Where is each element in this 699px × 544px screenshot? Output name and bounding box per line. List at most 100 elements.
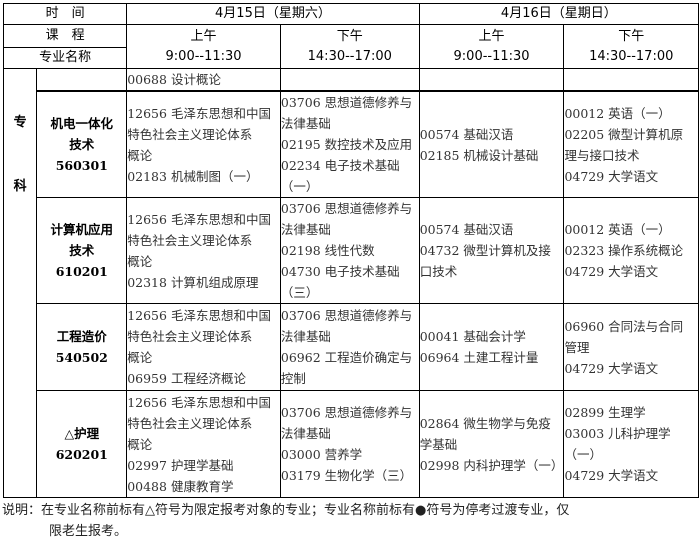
course-line: 12656 毛泽东思想和中国 bbox=[127, 105, 271, 121]
major-name: △护理 bbox=[64, 426, 100, 441]
session-time: 9:00--11:30 bbox=[453, 48, 530, 64]
course-line: 概论 bbox=[127, 253, 153, 269]
course-line: 02997 护理学基础 bbox=[127, 457, 234, 473]
major-name: 计算机应用 技术 bbox=[50, 222, 114, 258]
course-line: 02205 微型计算机原 bbox=[564, 126, 684, 142]
footnote-line1: 说明：在专业名称前标有△符号为限定报考对象的专业；专业名称前标有●符号为停考过渡… bbox=[2, 503, 570, 518]
level-cell: 专 科 bbox=[2, 68, 38, 498]
session-time: 14:30--17:00 bbox=[589, 48, 674, 64]
course-line: 06959 工程经济概论 bbox=[127, 371, 246, 386]
course-line: 06962 工程造价确定与 bbox=[280, 350, 413, 365]
course-line: 12656 毛泽东思想和中国 bbox=[127, 308, 271, 323]
course-line: 02185 机械设计基础 bbox=[419, 147, 539, 163]
major-code: 540502 bbox=[55, 350, 108, 365]
major-header: 专业名称 bbox=[2, 47, 128, 69]
course-cell bbox=[279, 68, 420, 92]
course-line: 02198 线性代数 bbox=[280, 243, 375, 258]
time-header: 时 间 bbox=[2, 3, 128, 25]
course-line: 00488 健康教育学 bbox=[127, 478, 234, 494]
course-line: 03000 营养学 bbox=[280, 447, 363, 462]
course-cell: 00574 基础汉语 04732 微型计算机及接 口技术 bbox=[418, 197, 565, 304]
course-line: 00688 设计概论 bbox=[127, 72, 221, 87]
course-line: 02998 内科护理学（一） bbox=[419, 457, 564, 473]
course-line: 02864 微生物学与免疫 bbox=[419, 415, 551, 431]
day1-header: 4月15日（星期六） bbox=[126, 3, 420, 25]
major-name: 工程造价 bbox=[56, 329, 107, 344]
course-line: 04732 微型计算机及接 bbox=[419, 243, 551, 258]
course-line: 管理 bbox=[564, 339, 590, 355]
session-name: 下午 bbox=[336, 28, 363, 44]
major-code: 560301 bbox=[55, 158, 108, 173]
major-code: 610201 bbox=[55, 264, 108, 279]
major-cell: 机电一体化 技术 560301 bbox=[36, 90, 128, 198]
course-cell: 06960 合同法与合同 管理 04729 大学语文 bbox=[563, 303, 699, 391]
major-cell: △护理 620201 bbox=[36, 390, 128, 498]
major-cell: 工程造价 540502 bbox=[36, 303, 128, 391]
course-line: （一） bbox=[280, 179, 319, 194]
session-header: 下午 14:30--17:00 bbox=[279, 24, 420, 69]
course-line: 特色社会主义理论体系 bbox=[127, 126, 253, 142]
course-line: 理与接口技术 bbox=[564, 147, 640, 163]
course-line: 03706 思想道德修养与 bbox=[280, 405, 413, 420]
course-line: 04729 大学语文 bbox=[564, 468, 659, 483]
table-row: 专 科 00688 设计概论 bbox=[2, 68, 699, 498]
course-cell: 00012 英语（一） 02323 操作系统概论 04729 大学语文 bbox=[563, 197, 699, 304]
course-cell: 03706 思想道德修养与 法律基础 02198 线性代数 04730 电子技术基础 （… bbox=[279, 197, 420, 304]
course-line: 12656 毛泽东思想和中国 bbox=[127, 211, 271, 227]
course-line: 03706 思想道德修养与 bbox=[280, 201, 413, 216]
course-line: 特色社会主义理论体系 bbox=[127, 232, 253, 248]
course-line: 04729 大学语文 bbox=[564, 168, 659, 184]
session-header: 上午 9:00--11:30 bbox=[418, 24, 565, 69]
course-line: 00574 基础汉语 bbox=[419, 222, 514, 237]
course-header: 课 程 bbox=[2, 24, 128, 48]
footnote-line2: 限老生报考。 bbox=[49, 524, 128, 539]
table-row: △护理 620201 12656 毛泽东思想和中国 特色社会主义理论体系 概论 02997… bbox=[4, 390, 699, 498]
course-line: 06964 土建工程计量 bbox=[419, 350, 539, 365]
course-cell: 00041 基础会计学 06964 土建工程计量 bbox=[418, 303, 565, 391]
course-cell: 12656 毛泽东思想和中国 特色社会主义理论体系 概论 02183 机械制图（一） bbox=[126, 90, 281, 198]
course-line: 02318 计算机组成原理 bbox=[127, 274, 259, 290]
course-cell bbox=[563, 68, 699, 92]
course-line: 03706 思想道德修养与 bbox=[280, 95, 413, 110]
course-cell: 02899 生理学 03003 儿科护理学 （一） 04729 大学语文 bbox=[563, 390, 699, 498]
course-line: 法律基础 bbox=[280, 222, 331, 237]
major-cell bbox=[36, 68, 128, 92]
course-cell: 03706 思想道德修养与 法律基础 06962 工程造价确定与 控制 bbox=[279, 303, 420, 391]
course-line: 概论 bbox=[127, 350, 153, 365]
course-line: 03179 生物化学（三） bbox=[280, 468, 413, 483]
course-line: 口技术 bbox=[419, 264, 458, 279]
course-cell: 03706 思想道德修养与 法律基础 02195 数控技术及应用 02234 电子技术… bbox=[279, 90, 420, 198]
course-line: 04729 大学语文 bbox=[564, 360, 659, 376]
course-line: 学基础 bbox=[419, 436, 458, 452]
course-cell: 12656 毛泽东思想和中国 特色社会主义理论体系 概论 02997 护理学基础 004… bbox=[126, 390, 281, 498]
course-line: 02323 操作系统概论 bbox=[564, 243, 684, 258]
major-code: 620201 bbox=[55, 447, 108, 462]
course-line: 04730 电子技术基础 bbox=[280, 264, 400, 279]
session-time: 9:00--11:30 bbox=[165, 48, 242, 64]
course-cell bbox=[418, 68, 565, 92]
day2-header: 4月16日（星期日） bbox=[418, 3, 699, 25]
course-cell: 02864 微生物学与免疫 学基础 02998 内科护理学（一） bbox=[418, 390, 565, 498]
course-cell: 03706 思想道德修养与 法律基础 03000 营养学 03179 生物化学（三） bbox=[279, 390, 420, 498]
course-line: （一） bbox=[564, 447, 602, 462]
course-line: 02183 机械制图（一） bbox=[127, 168, 259, 184]
footnote: 说明：在专业名称前标有△符号为限定报考对象的专业；专业名称前标有●符号为停考过渡… bbox=[2, 500, 569, 542]
session-header: 上午 9:00--11:30 bbox=[126, 24, 281, 69]
session-name: 上午 bbox=[190, 28, 217, 44]
exam-schedule-table: 时 间 4月15日（星期六） 4月16日（星期日） 课 程 上午 9:00--11… bbox=[2, 3, 699, 498]
course-cell: 12656 毛泽东思想和中国 特色社会主义理论体系 概论 06959 工程经济概论 bbox=[126, 303, 281, 391]
course-line: 03003 儿科护理学 bbox=[564, 426, 671, 441]
course-line: 00041 基础会计学 bbox=[419, 329, 526, 344]
course-cell: 00012 英语（一） 02205 微型计算机原 理与接口技术 04729 大学语文 bbox=[563, 90, 699, 198]
course-line: 00574 基础汉语 bbox=[419, 126, 514, 142]
course-line: 法律基础 bbox=[280, 116, 331, 131]
course-line: 02195 数控技术及应用 bbox=[280, 137, 413, 152]
session-header: 下午 14:30--17:00 bbox=[563, 24, 699, 69]
session-time: 14:30--17:00 bbox=[307, 48, 392, 64]
course-line: 特色社会主义理论体系 bbox=[127, 329, 253, 344]
course-line: 02234 电子技术基础 bbox=[280, 158, 400, 173]
course-line: 法律基础 bbox=[280, 329, 331, 344]
course-line: （三） bbox=[280, 285, 319, 300]
major-cell: 计算机应用 技术 610201 bbox=[36, 197, 128, 304]
table-row: 计算机应用 技术 610201 12656 毛泽东思想和中国 特色社会主义理论体系 概论… bbox=[4, 197, 699, 304]
